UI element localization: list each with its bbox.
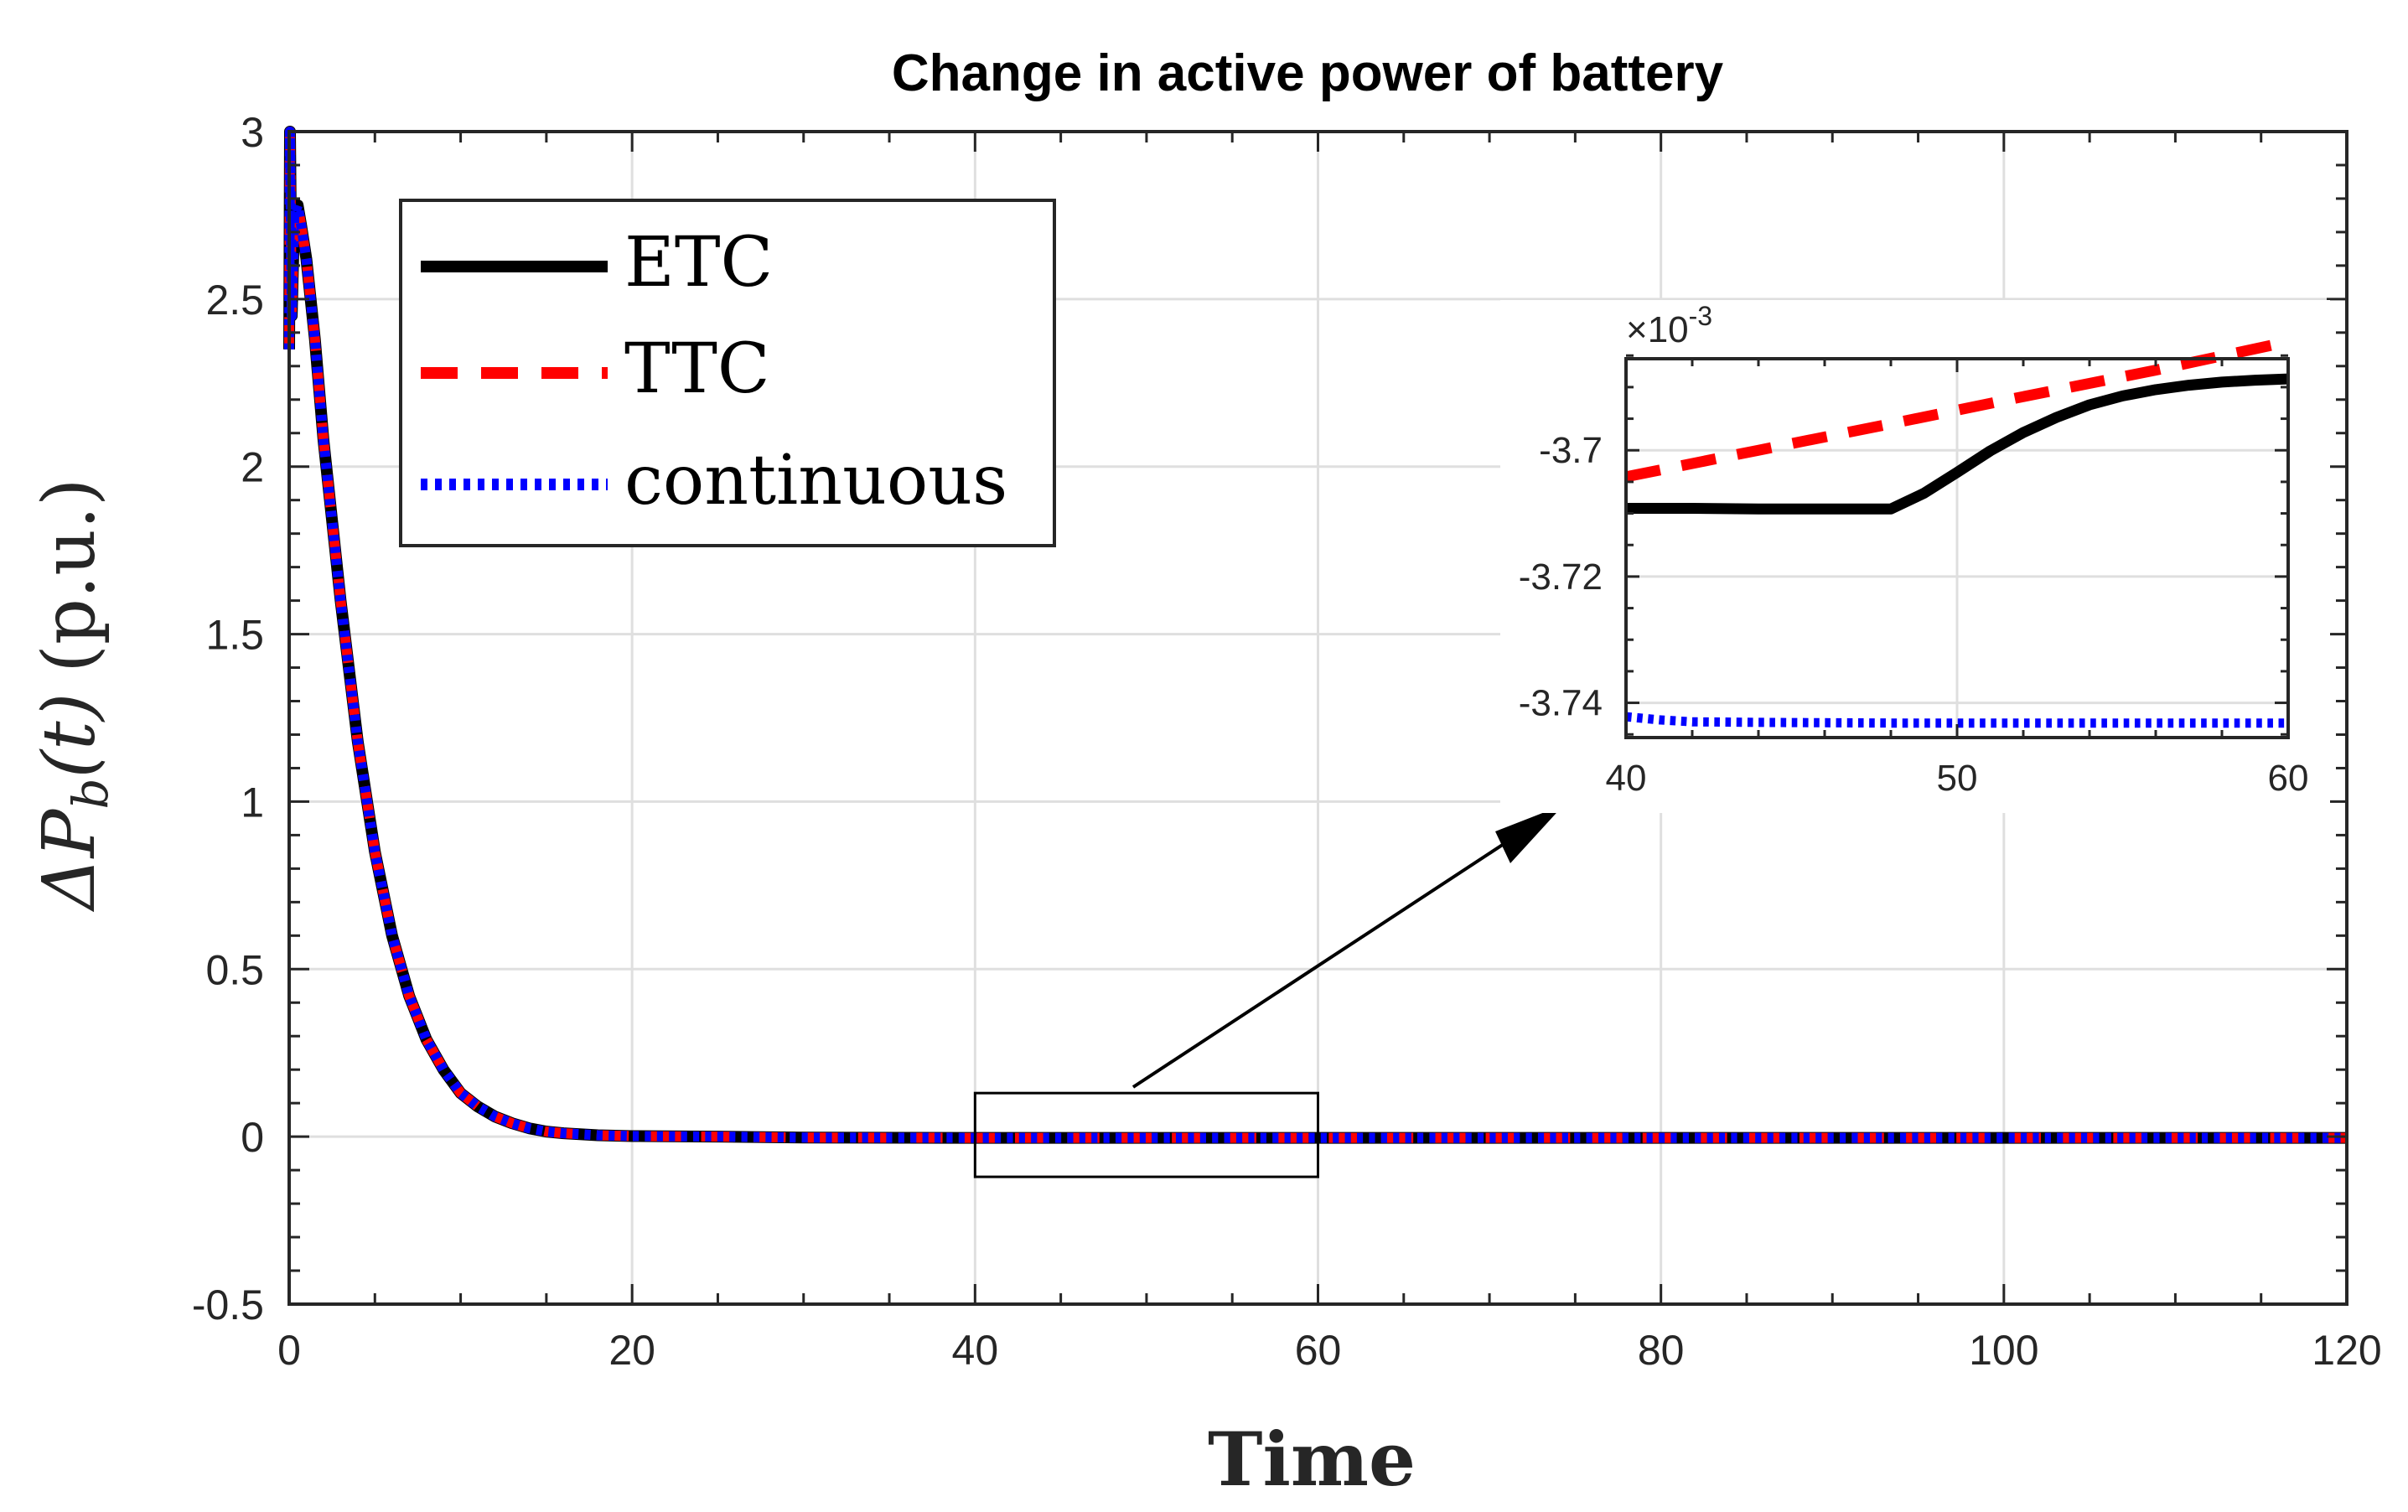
chart-title: Change in active power of battery xyxy=(892,44,1724,102)
legend-item-continuous: continuous xyxy=(421,441,1007,520)
inset-x-tick-label: 50 xyxy=(1937,758,1978,799)
legend: ETC TTC continuous xyxy=(399,199,1056,547)
series-line-ttc xyxy=(284,127,2347,1143)
inset-y-tick-label: -3.74 xyxy=(1519,683,1603,724)
x-tick-label: 40 xyxy=(952,1327,999,1374)
zoom-box xyxy=(973,1091,1320,1178)
inset-exponent-label: ×10-3 xyxy=(1626,301,1712,350)
zoom-arrow-head xyxy=(1495,805,1564,863)
y-axis-label-subscript: b xyxy=(62,778,119,809)
y-tick-label: 3 xyxy=(241,109,264,156)
y-tick-label: 1 xyxy=(241,779,264,826)
svg-text:ΔPb(t)(p.u.): ΔPb(t) (p.u.) xyxy=(28,478,119,912)
inset-tick-marks xyxy=(1624,354,2290,738)
y-axis-label-unit: (p.u.) xyxy=(28,478,111,672)
inset-plot: 40 50 60 -3.74 -3.72 -3.7 ×10-3 xyxy=(1500,300,2330,813)
x-tick-label: 0 xyxy=(277,1327,301,1374)
legend-label-continuous: continuous xyxy=(624,441,1007,520)
inset-series-line-etc xyxy=(1626,373,2289,515)
main-series-group xyxy=(283,126,2347,1144)
y-tick-label: 0.5 xyxy=(205,946,264,993)
inset-y-tick-label: -3.7 xyxy=(1539,430,1603,471)
main-y-tick-labels: -0.5 0 0.5 1 1.5 2 2.5 3 xyxy=(192,109,264,1328)
x-tick-label: 120 xyxy=(2312,1327,2381,1374)
x-tick-label: 20 xyxy=(608,1327,655,1374)
y-tick-label: 1.5 xyxy=(205,612,264,659)
legend-label-ttc: TTC xyxy=(624,329,770,409)
inset-y-tick-labels: -3.74 -3.72 -3.7 xyxy=(1519,430,1603,723)
y-axis-label-argument: (t) xyxy=(28,693,111,779)
legend-label-etc: ETC xyxy=(624,223,773,303)
inset-y-tick-label: -3.72 xyxy=(1519,557,1603,598)
y-tick-label: 2 xyxy=(241,444,264,491)
inset-series-group xyxy=(1624,336,2290,728)
y-tick-label: 2.5 xyxy=(205,277,264,324)
inset-x-tick-label: 40 xyxy=(1606,758,1647,799)
x-tick-label: 80 xyxy=(1638,1327,1685,1374)
y-tick-label: -0.5 xyxy=(192,1282,264,1328)
x-tick-label: 100 xyxy=(1969,1327,2038,1374)
x-axis-label: Time xyxy=(1208,1416,1416,1503)
inset-x-tick-labels: 40 50 60 xyxy=(1606,758,2309,799)
zoom-arrow-line xyxy=(1132,828,1527,1089)
y-tick-label: 0 xyxy=(241,1114,264,1161)
main-tick-marks xyxy=(287,130,2348,1306)
x-tick-label: 60 xyxy=(1295,1327,1342,1374)
inset-x-tick-label: 60 xyxy=(2268,758,2309,799)
y-axis-label-symbol: ΔP xyxy=(28,807,111,912)
legend-item-etc: ETC xyxy=(421,223,773,303)
legend-item-ttc: TTC xyxy=(421,329,770,409)
main-x-tick-labels: 0 20 40 60 80 100 120 xyxy=(277,1327,2382,1374)
y-axis-label: ΔPb(t) (p.u.) xyxy=(28,478,119,912)
inset-exponent-power: -3 xyxy=(1689,301,1712,331)
inset-exponent-prefix: ×10 xyxy=(1626,309,1689,350)
